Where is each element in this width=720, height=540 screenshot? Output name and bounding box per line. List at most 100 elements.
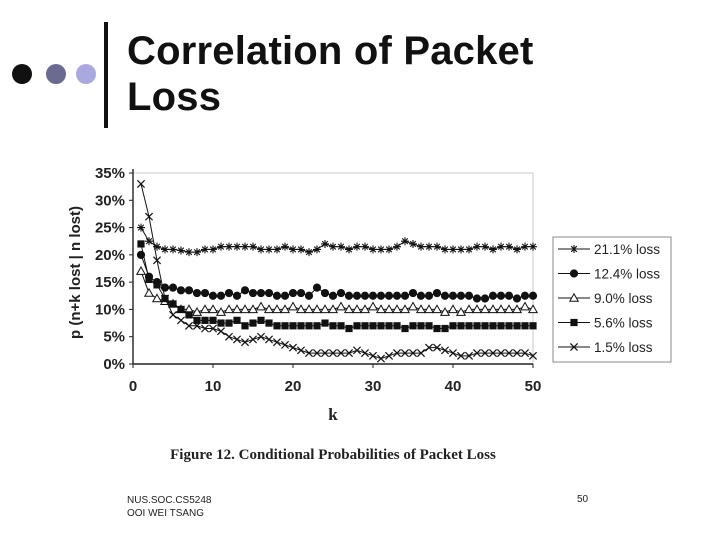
data-point: [520, 349, 530, 358]
data-point: [385, 322, 393, 330]
legend-label: 1.5% loss: [594, 340, 653, 355]
data-point: [359, 304, 371, 314]
data-point: [305, 322, 313, 330]
data-point: [449, 322, 457, 330]
legend-marker: [570, 245, 578, 253]
data-point: [177, 305, 185, 314]
data-point: [352, 346, 362, 355]
data-point: [279, 304, 291, 314]
data-point: [472, 294, 482, 303]
data-point: [352, 291, 362, 300]
legend-marker: [570, 318, 578, 327]
data-point: [376, 354, 386, 363]
data-point: [184, 321, 194, 330]
data-point: [511, 304, 523, 314]
data-point: [295, 304, 307, 314]
data-point: [264, 288, 274, 298]
data-point: [471, 304, 483, 314]
data-point: [193, 248, 201, 257]
data-point: [233, 242, 241, 251]
data-point: [440, 291, 450, 300]
data-point: [464, 351, 474, 360]
data-point: [489, 245, 497, 254]
data-point: [393, 322, 401, 330]
data-point: [327, 304, 339, 314]
legend-item: 1.5% loss: [558, 340, 653, 355]
legend-item: 12.4% loss: [558, 267, 660, 282]
data-point: [432, 343, 442, 352]
data-point: [433, 242, 441, 251]
data-point: [209, 245, 217, 254]
x-tick-label: 20: [285, 378, 302, 395]
data-point: [399, 304, 411, 314]
data-point: [145, 275, 153, 284]
x-tick-label: 0: [129, 378, 137, 395]
data-point: [416, 349, 426, 358]
data-point: [321, 239, 329, 248]
x-axis-label: k: [328, 405, 338, 424]
data-point: [185, 248, 193, 257]
data-point: [456, 291, 466, 300]
data-point: [441, 324, 449, 333]
data-point: [168, 283, 178, 292]
data-point: [456, 351, 466, 360]
data-point: [215, 306, 227, 316]
data-point: [505, 242, 513, 251]
data-point: [257, 316, 265, 324]
y-tick-label: 30%: [95, 192, 125, 209]
data-point: [391, 304, 403, 314]
data-point: [400, 291, 410, 300]
data-point: [313, 322, 321, 330]
data-point: [319, 304, 331, 314]
y-tick-label: 15%: [95, 274, 125, 291]
data-point: [161, 245, 169, 254]
data-point: [408, 288, 418, 298]
data-point: [264, 335, 274, 344]
data-point: [280, 291, 290, 300]
data-point: [136, 179, 146, 188]
data-point: [271, 304, 283, 314]
legend-label: 21.1% loss: [594, 242, 660, 257]
data-point: [513, 245, 521, 254]
data-point: [281, 322, 289, 330]
y-tick-label: 20%: [95, 247, 125, 264]
data-point: [423, 304, 435, 314]
data-point: [344, 349, 354, 358]
legend-item: 9.0% loss: [558, 291, 653, 306]
legend-label: 9.0% loss: [594, 291, 653, 306]
slide-title-line2: Loss: [127, 75, 222, 119]
data-point: [288, 343, 298, 352]
legend-label: 12.4% loss: [594, 267, 660, 282]
legend-marker: [568, 292, 580, 302]
data-point: [287, 301, 299, 311]
data-point: [449, 245, 457, 254]
legend: 21.1% loss 12.4% loss 9.0% loss 5.6% loss 1.…: [552, 236, 672, 363]
data-point: [209, 316, 217, 324]
data-point: [191, 306, 203, 316]
data-point: [296, 346, 306, 355]
data-point: [177, 246, 185, 255]
data-point: [529, 242, 537, 251]
data-point: [496, 291, 506, 300]
dot-light: [76, 64, 96, 84]
data-point: [376, 291, 386, 300]
data-point: [145, 237, 153, 246]
data-point: [137, 223, 145, 232]
data-point: [375, 304, 387, 314]
data-point: [392, 349, 402, 358]
data-point: [497, 242, 505, 251]
data-point: [247, 304, 259, 314]
data-point: [200, 324, 210, 333]
y-axis-label: p (n+k lost | n lost): [67, 206, 84, 339]
data-point: [401, 324, 409, 333]
data-point: [447, 304, 459, 314]
data-point: [432, 288, 442, 298]
data-point: [505, 322, 513, 330]
data-point: [343, 304, 355, 314]
data-point: [473, 242, 481, 251]
data-point: [480, 349, 490, 358]
data-point: [320, 349, 330, 358]
legend-item: 5.6% loss: [558, 316, 653, 331]
decorative-dots: [8, 62, 98, 86]
